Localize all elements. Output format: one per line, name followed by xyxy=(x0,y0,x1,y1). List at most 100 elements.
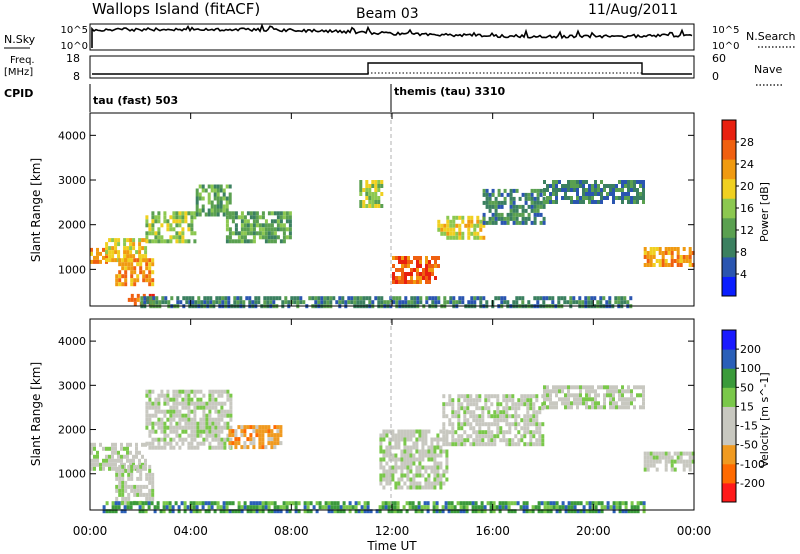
power-echo-cell xyxy=(228,231,232,236)
velocity-echo-cell xyxy=(418,433,422,438)
velocity-echo-cell xyxy=(436,477,440,482)
velocity-echo-cell xyxy=(549,393,552,398)
velocity-echo-cell xyxy=(255,505,259,510)
power-echo-cell xyxy=(591,200,594,204)
power-echo-cell xyxy=(115,278,119,283)
velocity-echo-cell xyxy=(187,389,191,394)
velocity-echo-cell xyxy=(618,397,621,402)
velocity-echo-cell xyxy=(160,421,164,426)
velocity-echo-cell xyxy=(240,429,244,434)
velocity-echo-cell xyxy=(591,401,594,406)
power-echo-cell xyxy=(467,219,471,224)
power-echo-cell xyxy=(479,227,483,232)
power-echo-cell xyxy=(425,300,429,305)
velocity-echo-cell xyxy=(463,438,467,443)
power-echo-cell xyxy=(500,296,504,301)
velocity-echo-cell xyxy=(567,501,571,506)
velocity-echo-cell xyxy=(480,505,484,510)
power-echo-cell xyxy=(536,208,540,213)
velocity-echo-cell xyxy=(445,414,449,419)
velocity-echo-cell xyxy=(199,425,203,430)
power-echo-cell xyxy=(419,296,423,301)
velocity-echo-cell xyxy=(240,509,244,514)
velocity-echo-cell xyxy=(160,417,164,422)
power-echo-cell xyxy=(509,196,513,201)
velocity-echo-cell xyxy=(472,398,476,403)
power-echo-cell xyxy=(407,260,410,264)
power-echo-cell xyxy=(296,300,300,305)
power-echo-cell xyxy=(392,264,395,268)
velocity-echo-cell xyxy=(387,501,391,506)
power-echo-cell xyxy=(169,227,173,232)
velocity-echo-cell xyxy=(181,405,185,410)
velocity-echo-cell xyxy=(394,461,398,466)
velocity-echo-cell xyxy=(502,438,506,443)
velocity-echo-cell xyxy=(454,430,458,435)
velocity-echo-cell xyxy=(415,449,419,454)
velocity-echo-cell xyxy=(181,397,185,402)
power-echo-cell xyxy=(249,227,253,232)
velocity-echo-cell xyxy=(636,501,640,506)
power-echo-cell xyxy=(240,219,244,224)
velocity-echo-cell xyxy=(187,445,191,450)
velocity-echo-cell xyxy=(493,422,497,427)
velocity-echo-cell xyxy=(187,393,191,398)
velocity-echo-cell xyxy=(478,418,482,423)
velocity-echo-cell xyxy=(196,405,200,410)
velocity-echo-cell xyxy=(96,454,99,459)
power-echo-cell xyxy=(166,239,170,244)
velocity-echo-cell xyxy=(183,509,187,514)
power-echo-cell xyxy=(488,200,492,205)
power-echo-cell xyxy=(216,204,220,209)
power-echo-cell xyxy=(323,296,327,301)
nsearch-tick-bottom: 10^0 xyxy=(712,41,739,52)
velocity-echo-cell xyxy=(192,505,196,510)
velocity-echo-cell xyxy=(418,473,422,478)
power-echo-cell xyxy=(219,184,223,189)
velocity-echo-cell xyxy=(90,466,93,471)
power-echo-cell xyxy=(491,220,495,225)
power-echo-cell xyxy=(126,238,130,243)
velocity-echo-cell xyxy=(409,469,413,474)
power-echo-cell xyxy=(377,296,381,301)
velocity-echo-cell xyxy=(102,509,106,514)
velocity-echo-cell xyxy=(252,437,256,442)
velocity-echo-cell xyxy=(462,501,466,506)
velocity-echo-cell xyxy=(529,398,533,403)
power-echo-cell xyxy=(248,300,252,305)
velocity-echo-cell xyxy=(267,509,271,514)
power-echo-cell xyxy=(461,231,465,236)
velocity-echo-cell xyxy=(466,438,470,443)
velocity-echo-cell xyxy=(472,442,476,447)
velocity-echo-cell xyxy=(643,463,647,468)
power-echo-cell xyxy=(157,239,161,244)
time-tick-label: 04:00 xyxy=(173,524,208,538)
power-echo-cell xyxy=(667,251,671,255)
power-echo-cell xyxy=(190,211,194,216)
power-echo-cell xyxy=(243,239,247,244)
power-echo-cell xyxy=(623,300,627,305)
velocity-echo-cell xyxy=(184,437,188,442)
velocity-echo-cell xyxy=(111,446,114,451)
power-echo-cell xyxy=(643,255,647,259)
velocity-echo-cell xyxy=(576,401,579,406)
velocity-echo-cell xyxy=(543,501,547,506)
velocity-echo-cell xyxy=(220,445,224,450)
power-echo-cell xyxy=(596,300,600,305)
velocity-echo-cell xyxy=(600,385,603,390)
power-echo-cell xyxy=(536,296,540,301)
power-echo-cell xyxy=(136,297,140,302)
velocity-echo-cell xyxy=(469,394,473,399)
velocity-echo-cell xyxy=(567,509,571,514)
velocity-echo-cell xyxy=(508,394,512,399)
velocity-echo-cell xyxy=(588,397,591,402)
velocity-echo-cell xyxy=(348,501,352,506)
velocity-echo-cell xyxy=(475,406,479,411)
power-echo-cell xyxy=(524,200,528,205)
velocity-echo-cell xyxy=(148,413,152,418)
velocity-echo-cell xyxy=(499,430,503,435)
power-echo-cell xyxy=(145,258,149,263)
power-echo-cell xyxy=(111,254,115,259)
velocity-echo-cell xyxy=(444,505,448,510)
velocity-echo-cell xyxy=(436,473,440,478)
